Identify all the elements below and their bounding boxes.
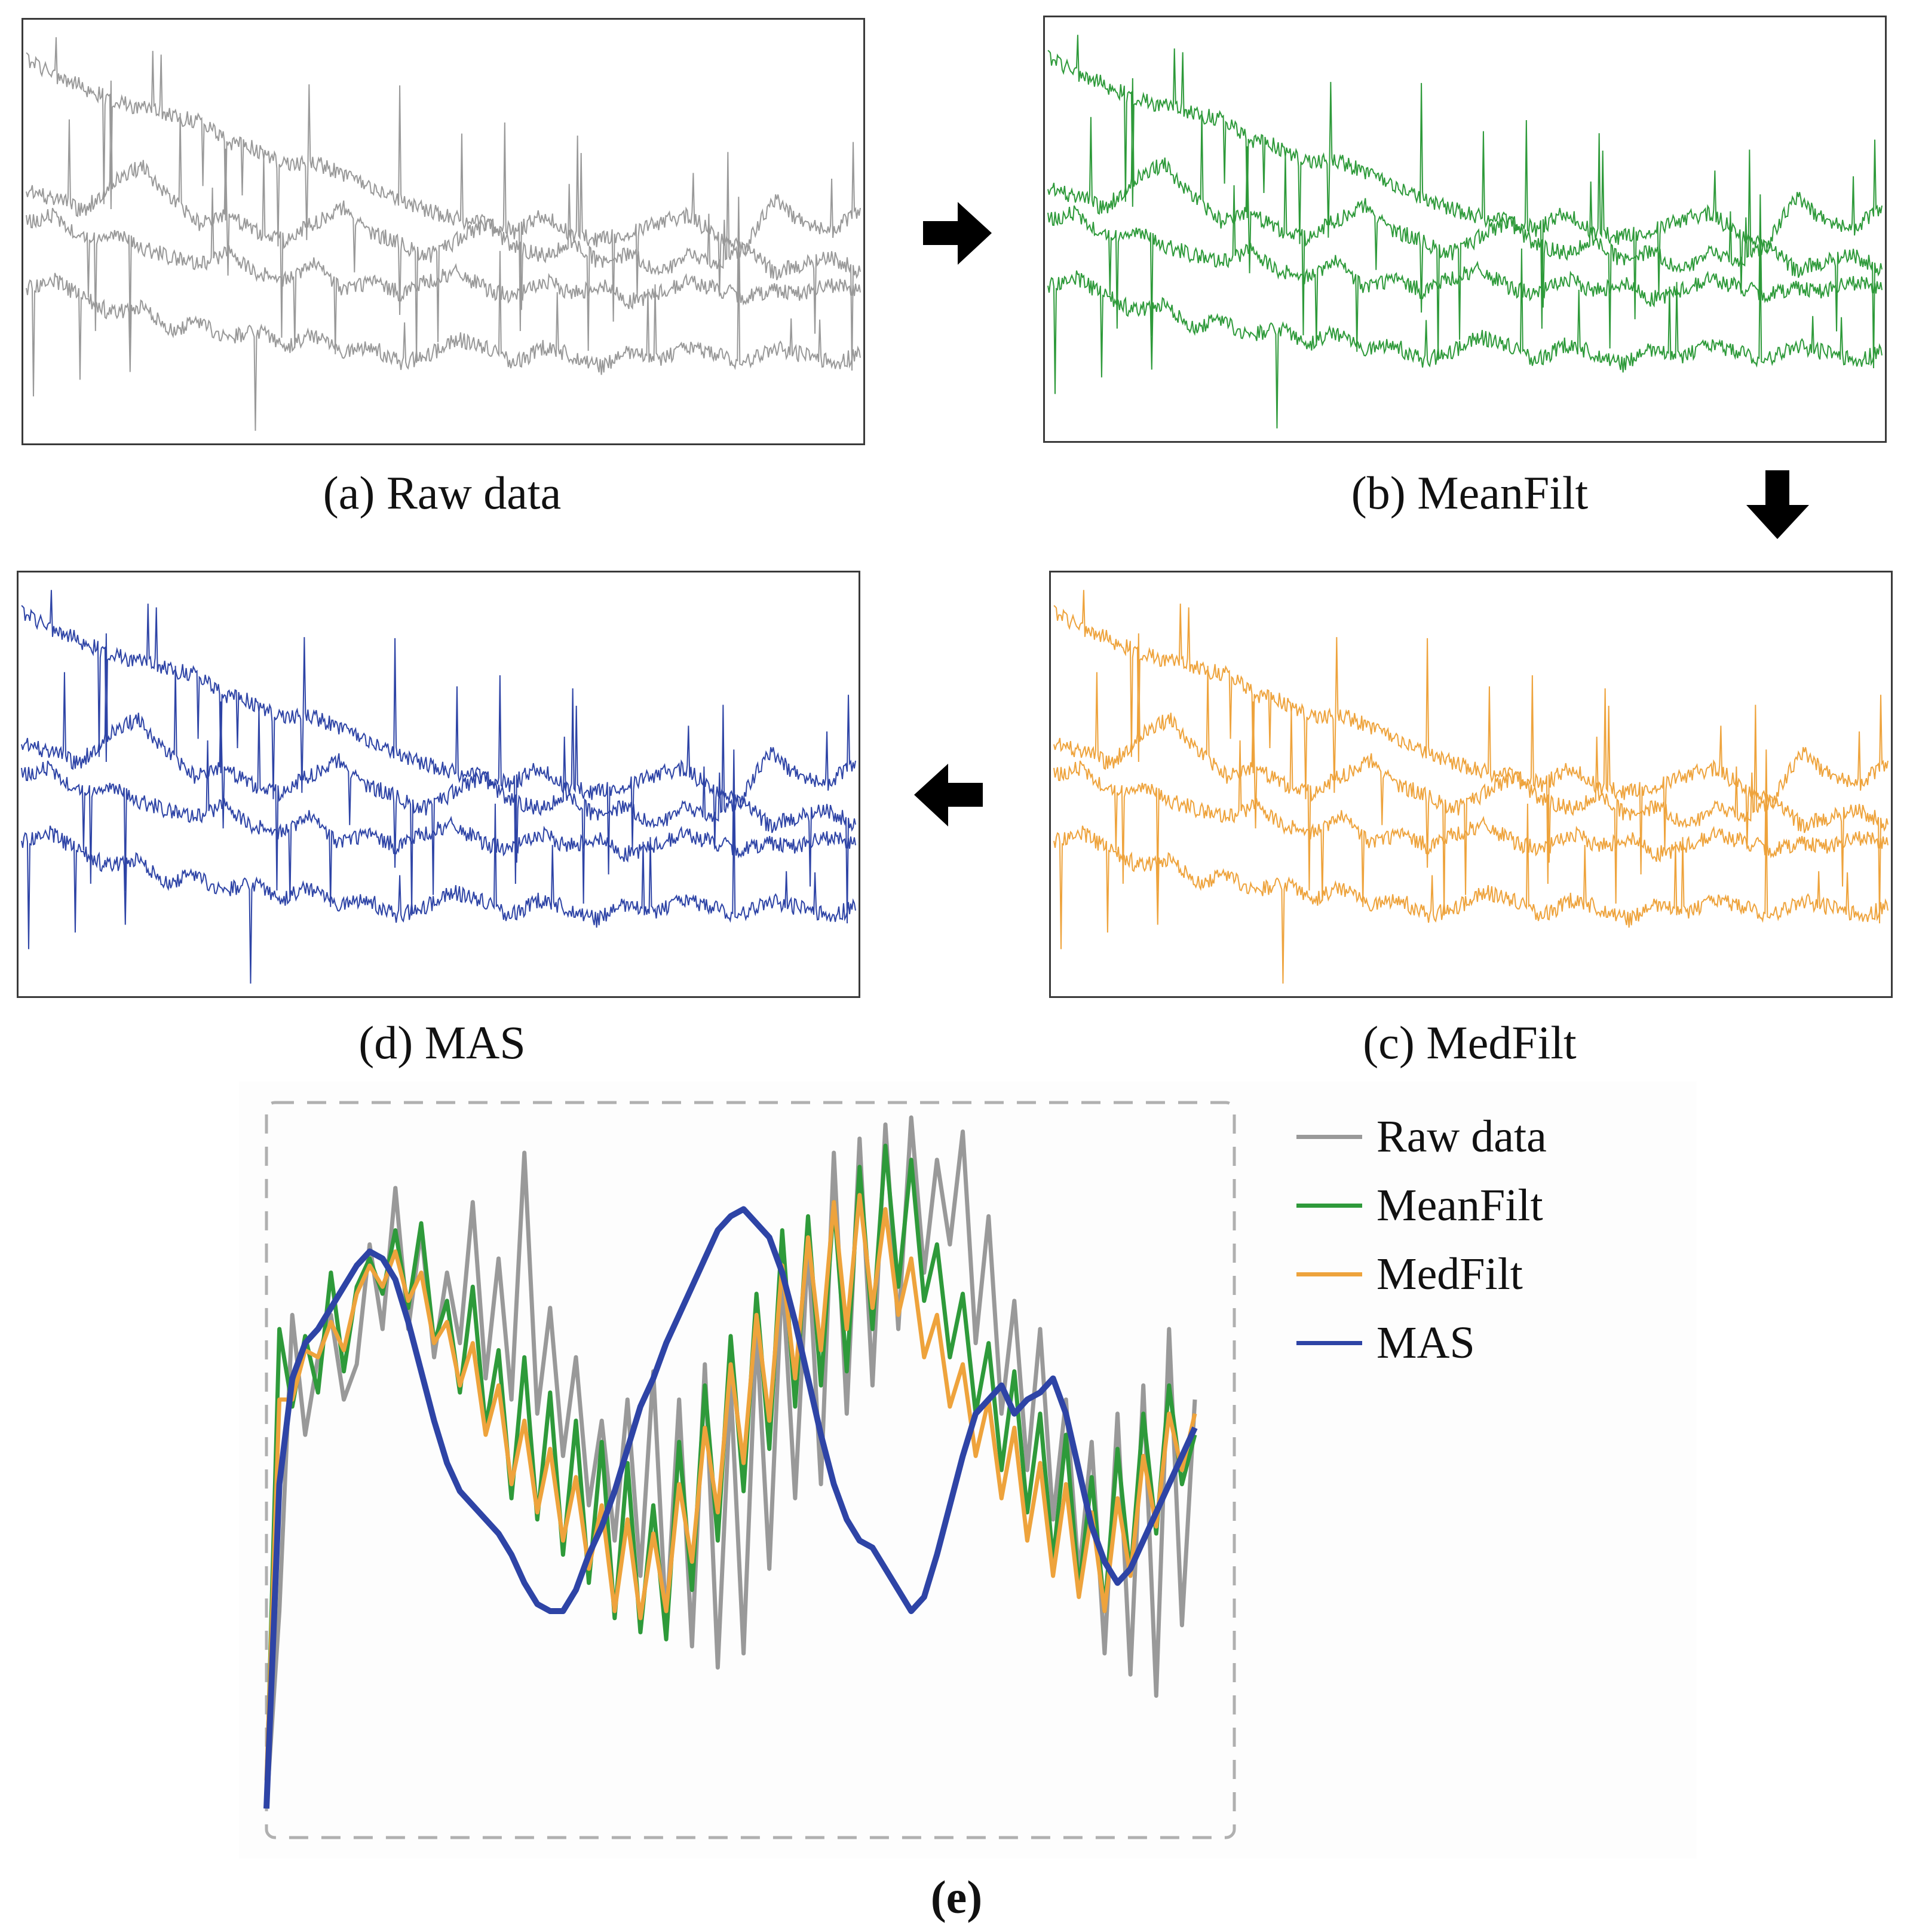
channel-trace-3 bbox=[26, 187, 861, 354]
legend-item-mas: MAS bbox=[1296, 1309, 1547, 1377]
channel-trace-4 bbox=[21, 802, 856, 984]
arrow-down-icon bbox=[1746, 470, 1809, 539]
series-line-medfilt bbox=[264, 1193, 1197, 1781]
channel-trace-2 bbox=[26, 80, 861, 371]
panel-raw-data bbox=[22, 18, 865, 445]
legend-label-meanfilt: MeanFilt bbox=[1376, 1180, 1543, 1230]
channel-trace-4 bbox=[26, 249, 861, 431]
channel-trace-2 bbox=[1053, 633, 1889, 924]
panel-meanfilt bbox=[1043, 16, 1887, 443]
dashed-frame bbox=[265, 1101, 1236, 1839]
legend-item-medfilt: MedFilt bbox=[1296, 1240, 1547, 1309]
legend-swatch-raw-data bbox=[1296, 1135, 1362, 1139]
legend: Raw data MeanFilt MedFilt MAS bbox=[1296, 1103, 1547, 1377]
series-line-mas bbox=[263, 1206, 1198, 1809]
channel-trace-4 bbox=[1047, 247, 1883, 428]
legend-label-medfilt: MedFilt bbox=[1376, 1249, 1523, 1299]
legend-label-raw-data: Raw data bbox=[1376, 1112, 1547, 1162]
legend-item-raw-data: Raw data bbox=[1296, 1103, 1547, 1171]
channel-trace-3 bbox=[1047, 185, 1883, 352]
legend-swatch-meanfilt bbox=[1296, 1204, 1362, 1208]
panel-mas bbox=[17, 571, 860, 998]
series-line-meanfilt bbox=[264, 1143, 1197, 1795]
channel-trace-1 bbox=[1047, 35, 1883, 329]
legend-swatch-mas bbox=[1296, 1341, 1362, 1345]
channel-trace-2 bbox=[1047, 78, 1883, 369]
legend-item-meanfilt: MeanFilt bbox=[1296, 1171, 1547, 1240]
panel-medfilt bbox=[1049, 571, 1893, 998]
raw-data-plot bbox=[26, 37, 861, 431]
channel-trace-2 bbox=[21, 633, 856, 924]
channel-trace-3 bbox=[1053, 740, 1889, 907]
arrow-left-icon bbox=[914, 764, 983, 826]
legend-swatch-medfilt bbox=[1296, 1272, 1362, 1276]
caption-meanfilt: (b) MeanFilt bbox=[1351, 467, 1589, 519]
channel-trace-1 bbox=[21, 590, 856, 884]
arrow-right-icon bbox=[923, 202, 992, 265]
comparison-chart bbox=[263, 1101, 1236, 1839]
caption-raw-data: (a) Raw data bbox=[323, 467, 562, 519]
medfilt-plot bbox=[1053, 590, 1889, 984]
mas-plot bbox=[21, 590, 856, 984]
panel-comparison bbox=[239, 1082, 1697, 1858]
caption-comparison: (e) bbox=[930, 1871, 983, 1923]
caption-medfilt: (c) MedFilt bbox=[1363, 1016, 1577, 1068]
channel-trace-4 bbox=[1053, 802, 1889, 984]
channel-trace-1 bbox=[26, 37, 861, 332]
caption-mas: (d) MAS bbox=[358, 1016, 526, 1068]
channel-trace-1 bbox=[1053, 590, 1889, 884]
channel-trace-3 bbox=[21, 740, 856, 907]
legend-label-mas: MAS bbox=[1376, 1318, 1475, 1368]
series-line-raw-data bbox=[264, 1115, 1197, 1809]
meanfilt-plot bbox=[1047, 35, 1883, 428]
